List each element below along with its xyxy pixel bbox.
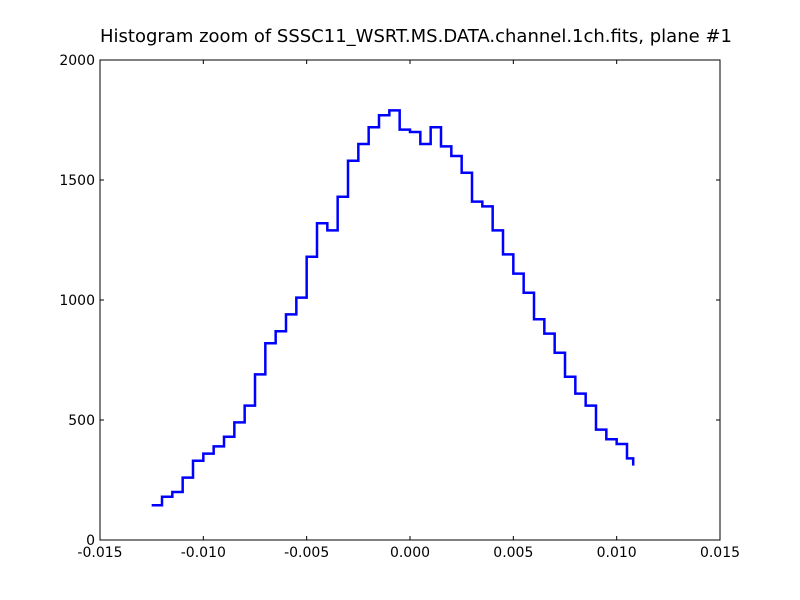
histogram-series-line [151,109,635,507]
x-tick-label: -0.005 [284,545,329,561]
x-tick-label: -0.015 [77,545,122,561]
chart-title: Histogram zoom of SSSC11_WSRT.MS.DATA.ch… [100,26,732,47]
x-tick-label: 0.010 [597,545,637,561]
x-tick-label: 0.005 [493,545,533,561]
y-tick-label: 0 [86,533,95,549]
y-tick-label: 500 [68,413,95,429]
y-tick-label: 1000 [59,293,95,309]
y-tick-label: 1500 [59,173,95,189]
plot-frame [99,59,721,541]
x-tick-label: 0.015 [700,545,740,561]
x-tick-label: -0.010 [181,545,226,561]
x-tick-label: 0.000 [390,545,430,561]
y-tick-label: 2000 [59,53,95,69]
